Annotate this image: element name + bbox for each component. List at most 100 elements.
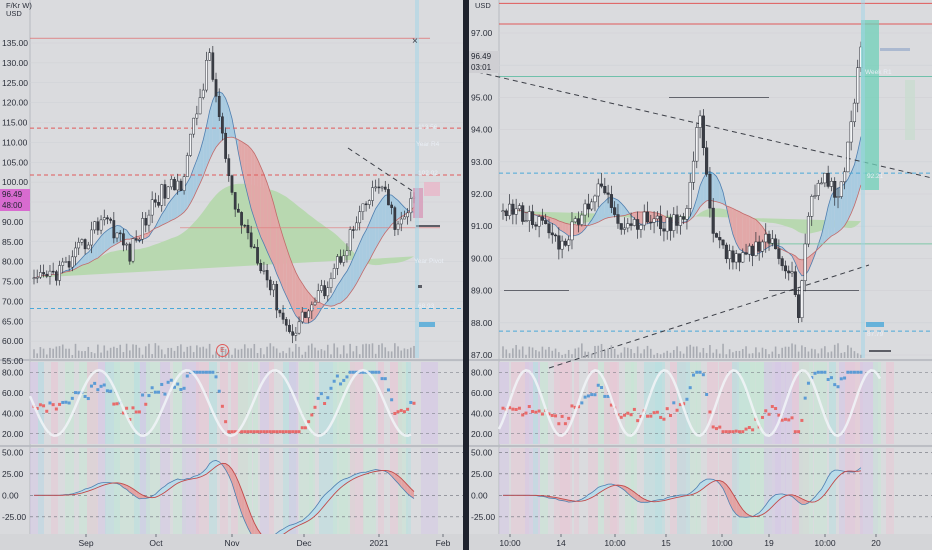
- earnings-marker[interactable]: E: [216, 344, 229, 357]
- trend-cloud-segment: [382, 195, 386, 238]
- osc1-point: [252, 430, 256, 434]
- osc2-fill: [795, 495, 799, 503]
- candle-body: [580, 214, 584, 225]
- candle-body: [724, 244, 728, 260]
- candle-body: [806, 216, 810, 245]
- candle-body: [852, 102, 856, 123]
- candle-body: [141, 218, 144, 240]
- candle-body: [96, 221, 100, 231]
- osc1-point: [514, 407, 518, 411]
- pane-divider[interactable]: [463, 0, 469, 550]
- volume-bar: [702, 347, 705, 358]
- volume-bar: [90, 352, 93, 358]
- volume-bar: [266, 346, 268, 358]
- right-unit-line1: USD: [475, 1, 491, 10]
- volume-bar: [295, 343, 297, 358]
- volume-bar: [93, 353, 96, 358]
- osc1-point: [262, 430, 266, 434]
- right-chart-canvas[interactable]: 97.0096.0095.0094.0093.0092.0091.0090.00…: [469, 0, 932, 550]
- volume-bar: [528, 346, 531, 358]
- osc1-point: [665, 407, 669, 411]
- osc2-line: [503, 467, 862, 518]
- osc1-point: [125, 406, 129, 410]
- osc1-point: [672, 401, 676, 405]
- trend-cloud-segment: [273, 202, 277, 274]
- volume-bar: [833, 344, 836, 358]
- candle-body: [80, 239, 84, 243]
- volume-bar: [794, 344, 797, 358]
- trend-cloud-segment: [401, 203, 405, 217]
- osc1-point: [623, 413, 627, 417]
- left-chart-pane[interactable]: 135.00 130.00 125.00 120.00 115.00 110.00 105.…: [0, 0, 463, 550]
- osc1-session-band: [499, 362, 509, 444]
- volume-bar: [144, 346, 147, 358]
- osc2-fill: [292, 523, 296, 529]
- volume-bar: [738, 350, 741, 358]
- candle-body: [836, 196, 840, 198]
- volume-bar: [358, 354, 361, 358]
- osc1-session-band: [269, 362, 274, 444]
- osc1-point: [846, 370, 850, 374]
- candle-body: [77, 242, 81, 249]
- candle-body: [764, 233, 768, 243]
- osc1-point: [284, 430, 288, 434]
- osc2-fill: [732, 493, 737, 515]
- osc1-point: [849, 370, 853, 374]
- osc2-fill: [318, 498, 322, 513]
- trend-cloud-segment: [598, 204, 602, 223]
- trend-cloud-segment: [362, 230, 367, 272]
- candle-body: [662, 228, 666, 232]
- candle-body: [406, 212, 409, 218]
- osc1-point: [793, 430, 797, 434]
- candle-body: [403, 216, 406, 220]
- trend-cloud-segment: [601, 201, 605, 221]
- osc1-point: [580, 401, 584, 405]
- osc1-point: [45, 409, 49, 413]
- candle-body: [259, 263, 263, 272]
- forecast-zone: [861, 0, 865, 358]
- volume-bar: [781, 347, 783, 358]
- price-tick-label: 115.00: [2, 118, 28, 128]
- trend-cloud-segment: [548, 217, 553, 224]
- candle-body: [501, 210, 505, 213]
- right-chart-pane[interactable]: 97.0096.0095.0094.0093.0092.0091.0090.00…: [469, 0, 932, 550]
- osc2-session-band: [269, 448, 274, 534]
- osc1-point: [294, 430, 298, 434]
- trend-cloud-segment: [372, 208, 376, 255]
- osc1-point: [550, 413, 554, 417]
- candle-body: [182, 176, 186, 191]
- osc1-point: [741, 430, 745, 434]
- volume-bar: [234, 348, 236, 358]
- osc1-point: [390, 398, 394, 402]
- volume-bar: [164, 354, 166, 358]
- candle-body: [300, 311, 304, 323]
- candle-body: [760, 241, 765, 252]
- osc1-point: [540, 412, 544, 416]
- fast-ma-line: [33, 91, 415, 324]
- candle-body: [74, 247, 77, 258]
- volume-bar: [160, 349, 163, 358]
- osc1-wave-line: [28, 368, 412, 438]
- osc1-point: [150, 386, 154, 390]
- osc1-point: [335, 374, 339, 378]
- volume-bar: [728, 349, 731, 358]
- candle-body: [390, 204, 393, 208]
- volume-bar: [84, 351, 86, 358]
- candle-body: [701, 115, 705, 148]
- osc1-wave-line: [497, 368, 882, 438]
- osc1-session-band: [775, 362, 786, 444]
- volume-bar: [384, 347, 387, 358]
- trend-cloud-segment: [177, 190, 181, 218]
- candle-body: [201, 89, 205, 98]
- candle-body: [138, 238, 141, 241]
- osc1-point: [547, 412, 551, 416]
- osc1-point: [89, 384, 93, 388]
- volume-bar: [764, 349, 767, 358]
- close-icon[interactable]: ×: [412, 36, 418, 47]
- osc1-session-band: [655, 362, 665, 444]
- volume-bar: [564, 353, 567, 358]
- left-chart-canvas[interactable]: 135.00 130.00 125.00 120.00 115.00 110.00 105.…: [0, 0, 463, 550]
- osc1-point: [711, 425, 715, 429]
- trend-cloud-segment: [299, 278, 303, 323]
- osc1-session-band: [253, 362, 258, 444]
